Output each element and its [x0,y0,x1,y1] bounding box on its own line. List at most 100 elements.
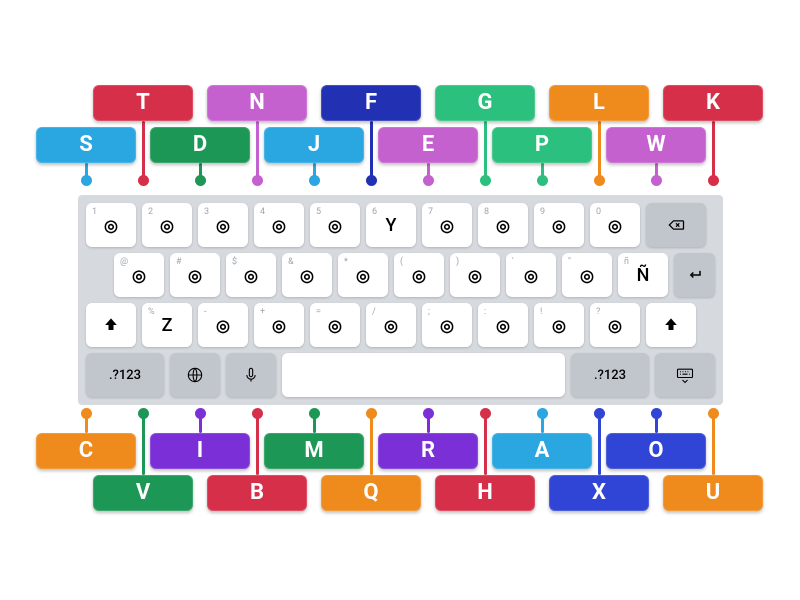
label-text: Q [363,480,378,505]
key-sublabel: - [204,307,207,317]
key[interactable]: '◎ [506,253,556,297]
key[interactable]: =◎ [310,303,360,347]
space-key[interactable] [282,353,565,397]
key[interactable]: 2◎ [142,203,192,247]
key[interactable]: @◎ [114,253,164,297]
pin-connector [712,413,715,475]
draggable-label[interactable]: A [492,433,592,469]
key[interactable]: )◎ [450,253,500,297]
pin-connector [712,121,715,180]
globe-key[interactable] [170,353,220,397]
label-text: G [478,90,493,115]
key-sublabel: ) [456,257,459,267]
label-text: C [79,438,93,463]
pin-connector [427,413,430,433]
key[interactable]: ?◎ [590,303,640,347]
shift-key-right[interactable] [646,303,696,347]
key[interactable]: 4◎ [254,203,304,247]
key[interactable]: &◎ [282,253,332,297]
draggable-label[interactable]: E [378,127,478,163]
key-sublabel: 0 [596,207,601,217]
virtual-keyboard: 1◎2◎3◎4◎5◎6Y7◎8◎9◎0◎@◎#◎$◎&◎*◎(◎)◎'◎"◎ñÑ… [78,195,723,405]
draggable-label[interactable]: X [549,475,649,511]
key-sublabel: ; [428,307,430,317]
key[interactable]: 9◎ [534,203,584,247]
enter-key[interactable] [674,253,715,297]
draggable-label[interactable]: I [150,433,250,469]
key-label: ◎ [328,316,342,335]
draggable-label[interactable]: J [264,127,364,163]
key-label: ◎ [440,316,454,335]
key[interactable]: *◎ [338,253,388,297]
key[interactable]: /◎ [366,303,416,347]
key-label: .?123 [109,368,141,383]
key-label: ◎ [496,216,510,235]
pin-connector [655,163,658,180]
draggable-label[interactable]: N [207,85,307,121]
label-text: I [197,438,203,463]
key[interactable]: 1◎ [86,203,136,247]
key[interactable]: ñÑ [618,253,668,297]
key-label: Y [386,215,397,236]
draggable-label[interactable]: M [264,433,364,469]
key-label: ◎ [496,316,510,335]
key[interactable]: .?123 [86,353,164,397]
pin-connector [484,413,487,475]
key-label: ◎ [272,316,286,335]
stage: 1◎2◎3◎4◎5◎6Y7◎8◎9◎0◎@◎#◎$◎&◎*◎(◎)◎'◎"◎ñÑ… [0,0,800,600]
key-label: ◎ [216,216,230,235]
label-text: D [193,132,207,157]
key[interactable]: 3◎ [198,203,248,247]
key[interactable]: $◎ [226,253,276,297]
draggable-label[interactable]: D [150,127,250,163]
pin-connector [142,413,145,475]
draggable-label[interactable]: G [435,85,535,121]
key[interactable]: (◎ [394,253,444,297]
key-sublabel: 2 [148,207,153,217]
hide-keyboard-key[interactable] [655,353,715,397]
shift-icon [101,315,121,335]
key[interactable]: "◎ [562,253,612,297]
draggable-label[interactable]: H [435,475,535,511]
pin-connector [142,121,145,180]
key[interactable]: 5◎ [310,203,360,247]
key[interactable]: #◎ [170,253,220,297]
key-label: ◎ [356,266,370,285]
key-sublabel: $ [232,257,237,267]
backspace-key[interactable] [646,203,706,247]
draggable-label[interactable]: F [321,85,421,121]
draggable-label[interactable]: K [663,85,763,121]
key[interactable]: 7◎ [422,203,472,247]
key-label: ◎ [608,316,622,335]
draggable-label[interactable]: Q [321,475,421,511]
key[interactable]: 6Y [366,203,416,247]
draggable-label[interactable]: T [93,85,193,121]
draggable-label[interactable]: W [606,127,706,163]
globe-icon [185,365,205,385]
key[interactable]: .?123 [571,353,649,397]
key[interactable]: !◎ [534,303,584,347]
key[interactable]: 0◎ [590,203,640,247]
key[interactable]: ;◎ [422,303,472,347]
key-label: ◎ [384,316,398,335]
draggable-label[interactable]: O [606,433,706,469]
key[interactable]: %Z [142,303,192,347]
mic-key[interactable] [226,353,276,397]
key-label: ◎ [440,216,454,235]
draggable-label[interactable]: B [207,475,307,511]
key[interactable]: +◎ [254,303,304,347]
draggable-label[interactable]: P [492,127,592,163]
key[interactable]: -◎ [198,303,248,347]
key[interactable]: 8◎ [478,203,528,247]
draggable-label[interactable]: R [378,433,478,469]
key[interactable]: :◎ [478,303,528,347]
draggable-label[interactable]: C [36,433,136,469]
hide-keyboard-icon [675,365,695,385]
draggable-label[interactable]: L [549,85,649,121]
draggable-label[interactable]: S [36,127,136,163]
draggable-label[interactable]: U [663,475,763,511]
key-label: ◎ [216,316,230,335]
draggable-label[interactable]: V [93,475,193,511]
shift-key-left[interactable] [86,303,136,347]
label-text: A [535,438,550,463]
